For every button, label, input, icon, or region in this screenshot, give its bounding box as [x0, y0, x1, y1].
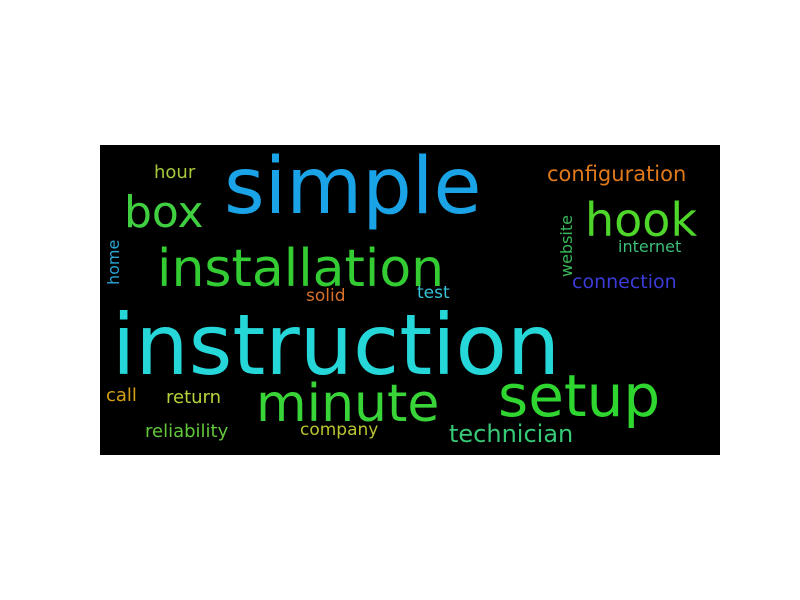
word-website: website	[557, 215, 576, 277]
word-company: company	[300, 420, 379, 440]
word-setup: setup	[498, 362, 661, 430]
word-home: home	[104, 239, 123, 285]
word-installation: installation	[157, 239, 445, 299]
word-hook: hook	[585, 193, 698, 247]
word-return: return	[166, 387, 222, 408]
word-hour: hour	[154, 162, 196, 183]
word-instruction: instruction	[112, 296, 561, 394]
word-internet: internet	[618, 237, 682, 256]
word-solid: solid	[306, 286, 346, 306]
word-call: call	[106, 385, 137, 406]
word-box: box	[124, 187, 204, 238]
word-test: test	[417, 283, 450, 303]
word-technician: technician	[449, 420, 574, 448]
word-connection: connection	[572, 271, 677, 293]
word-cloud: instruction simple installation setup mi…	[100, 145, 720, 455]
word-simple: simple	[224, 145, 482, 232]
word-reliability: reliability	[145, 421, 229, 442]
word-configuration: configuration	[547, 162, 687, 186]
word-minute: minute	[256, 374, 440, 434]
